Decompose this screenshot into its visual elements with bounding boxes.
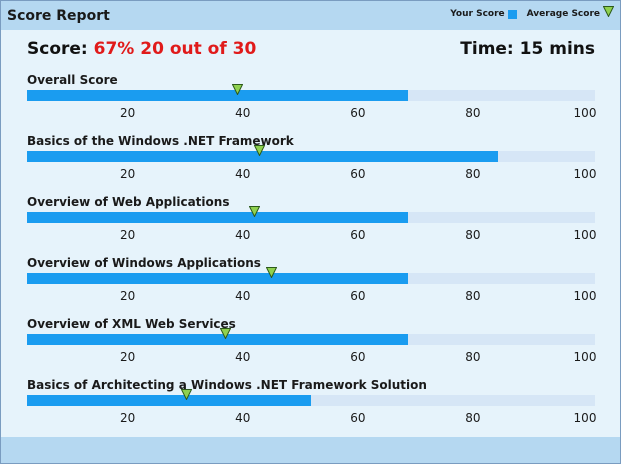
axis-tick-label: 60: [350, 106, 366, 120]
average-score-marker-icon: [231, 84, 243, 95]
score-section: Overview of Windows Applications 20 40 60 80…: [27, 256, 597, 317]
axis-tick-label: 40: [235, 411, 251, 425]
time-value: 15 mins: [519, 39, 595, 59]
your-score-bar: [27, 273, 408, 284]
axis-tick-label: 60: [350, 167, 366, 181]
your-score-swatch: [507, 9, 517, 19]
axis-tick-label: 80: [465, 289, 481, 303]
score-summary: Score: 67% 20 out of 30: [27, 39, 256, 59]
score-track: [27, 145, 595, 162]
time-label: Time:: [460, 39, 514, 59]
axis-tick-label: 20: [120, 106, 136, 120]
score-section: Basics of Architecting a Windows .NET Fr…: [27, 378, 597, 439]
axis-tick-label: 100: [573, 289, 597, 303]
score-label: Score:: [27, 39, 88, 59]
section-label: Basics of Architecting a Windows .NET Fr…: [27, 378, 427, 392]
axis-tick-label: 20: [120, 289, 136, 303]
footer-bar: [1, 437, 620, 463]
axis-tick-label: 80: [465, 228, 481, 242]
your-score-bar: [27, 151, 499, 162]
axis-tick-label: 20: [120, 350, 136, 364]
legend-average-score-label: Average Score: [526, 9, 600, 19]
axis-tick-label: 80: [465, 350, 481, 364]
section-label: Overview of XML Web Services: [27, 317, 236, 331]
legend-your-score-label: Your Score: [450, 9, 505, 19]
score-value: 67% 20 out of 30: [93, 39, 257, 59]
axis-tick-label: 100: [573, 350, 597, 364]
score-section: Overview of Web Applications 20 40 60 80 100: [27, 195, 597, 256]
score-track: [27, 206, 595, 223]
your-score-bar: [27, 212, 408, 223]
axis-tick-label: 20: [120, 228, 136, 242]
score-track: [27, 84, 595, 101]
axis-tick-label: 40: [235, 167, 251, 181]
axis-tick-label: 40: [235, 106, 251, 120]
axis-tick-label: 100: [573, 228, 597, 242]
axis-tick-label: 80: [465, 167, 481, 181]
axis-tick-label: 100: [573, 106, 597, 120]
score-track: [27, 267, 595, 284]
average-score-marker-icon: [248, 206, 260, 217]
section-label: Overview of Windows Applications: [27, 256, 261, 270]
axis-tick-label: 100: [573, 411, 597, 425]
time-summary: Time: 15 mins: [460, 39, 595, 59]
average-score-marker-icon: [180, 389, 192, 400]
report-title: Score Report: [7, 8, 110, 24]
axis-tick-label: 20: [120, 411, 136, 425]
score-section: Overall Score 20 40 60 80 100: [27, 73, 597, 134]
axis-tick-label: 40: [235, 289, 251, 303]
axis-tick-label: 80: [465, 411, 481, 425]
axis-tick-label: 60: [350, 411, 366, 425]
axis-tick-label: 60: [350, 289, 366, 303]
axis-tick-label: 100: [573, 167, 597, 181]
score-section: Basics of the Windows .NET Framework 20 40…: [27, 134, 597, 195]
axis-tick-label: 60: [350, 350, 366, 364]
axis-tick-label: 40: [235, 228, 251, 242]
score-track: [27, 389, 595, 406]
header-bar: Score Report Your Score Average Score: [1, 1, 620, 30]
section-label: Overview of Web Applications: [27, 195, 230, 209]
average-score-marker-icon: [254, 145, 266, 156]
average-score-marker-icon: [265, 267, 277, 278]
average-marker-icon: [603, 5, 614, 17]
legend: Your Score Average Score: [450, 5, 614, 19]
section-label: Overall Score: [27, 73, 118, 87]
score-track: [27, 328, 595, 345]
score-section: Overview of XML Web Services 20 40 60 80 100: [27, 317, 597, 378]
axis-tick-label: 80: [465, 106, 481, 120]
your-score-bar: [27, 395, 311, 406]
axis-tick-label: 60: [350, 228, 366, 242]
your-score-bar: [27, 334, 408, 345]
average-score-marker-icon: [220, 328, 232, 339]
section-label: Basics of the Windows .NET Framework: [27, 134, 294, 148]
your-score-bar: [27, 90, 408, 101]
axis-tick-label: 20: [120, 167, 136, 181]
axis-tick-label: 40: [235, 350, 251, 364]
